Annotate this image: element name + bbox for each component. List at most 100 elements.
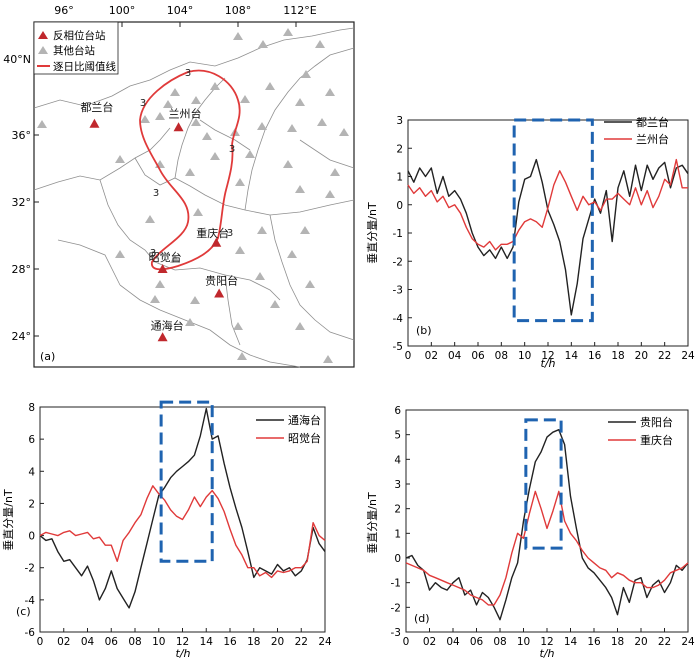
contour-label: 3 [140,98,146,109]
lon-tick-label: 112°E [283,4,316,17]
x-tick-label: 14 [200,636,214,648]
lon-tick-label: 108° [225,4,252,17]
y-tick-label: -3 [393,285,403,297]
y-tick-label: 0 [28,531,35,543]
y-axis-label: 垂直分量/nT [365,202,379,264]
station-marker-icon [157,332,168,342]
station-label: 通海台 [151,318,184,332]
lat-ticks: 40°N 36° 32° 28° 24° [3,53,39,343]
y-tick-label: 0 [396,200,403,212]
y-tick-label: -6 [25,627,36,639]
x-tick-label: 02 [57,636,70,648]
lat-tick-label: 32° [12,196,32,209]
chart-b: 0 02 04 06 08 10 12 14 16 18 20 22 243210-1-2-3-4-5 … [365,115,695,370]
map-frame [33,21,355,368]
panel-label: (c) [16,605,31,618]
legend-label: 兰州台 [636,132,669,146]
series-line-red [39,485,326,579]
lon-tick-label: 104° [167,4,194,17]
map-legend: 反相位台站 其他台站 逐日比阈值线 [33,21,119,75]
series-line-black [39,407,326,609]
lat-tick-label: 40°N [3,53,31,66]
x-tick-label: 24 [681,350,695,362]
station-label: 兰州台 [169,106,202,120]
legend: 贵阳台 重庆台 [608,415,673,447]
x-tick-label: 22 [658,350,671,362]
x-tick-label: 24 [681,636,695,648]
station-marker-icon [173,122,184,132]
legend: 通海台 昭觉台 [256,413,321,445]
x-axis-label: t/h [540,647,555,660]
station-marker-icon [157,264,168,273]
x-tick-label: 16 [587,636,601,648]
station-marker-icon [211,237,222,247]
legend-label: 通海台 [288,413,321,427]
y-tick-label: -2 [393,256,403,268]
x-axis-label: t/h [541,357,556,370]
x-tick-label: 22 [295,636,308,648]
y-tick-label: -4 [25,595,36,607]
series-line-black [405,429,689,621]
station-label: 重庆台 [196,226,229,240]
x-tick-label: 14 [564,636,578,648]
x-tick-label: 12 [540,636,553,648]
panel-label: (d) [414,612,430,625]
lon-tick-label: 96° [54,4,74,17]
x-tick-label: 20 [635,350,648,362]
province-boundaries [33,27,355,368]
y-tick-label: 3 [394,479,401,491]
y-tick-label: -3 [391,627,401,639]
x-axis-label: t/h [176,647,191,660]
other-station-markers [37,28,349,363]
legend-label: 都兰台 [636,115,669,129]
x-tick-label: 20 [634,636,647,648]
legend-label: 逐日比阈值线 [53,60,116,73]
x-tick-label: 18 [611,350,624,362]
y-tick-label: 1 [396,172,403,184]
threshold-contour [139,69,241,271]
x-tick-label: 14 [565,350,579,362]
station-label: 昭觉台 [149,250,182,264]
contour-labels: 3 3 3 3 3 3 [140,68,235,259]
y-axis-label: 垂直分量/nT [365,492,379,554]
y-tick-label: 1 [394,528,401,540]
station-label: 都兰台 [80,100,113,114]
x-tick-label: 06 [105,636,119,648]
x-tick-label: 02 [423,636,436,648]
legend-label: 反相位台站 [53,29,106,42]
station-label: 贵阳台 [205,274,238,288]
highlight-box [159,400,214,563]
x-tick-label: 06 [470,636,484,648]
x-tick-label: 10 [518,350,531,362]
lat-tick-label: 28° [12,263,32,276]
panel-label: (b) [416,324,432,337]
lon-ticks: 96° 100° 104° 108° 112°E [54,4,317,27]
x-tick-label: 18 [611,636,624,648]
legend-label: 其他台站 [53,44,95,57]
y-tick-label: -2 [25,563,35,575]
contour-label: 3 [185,68,191,79]
x-tick-label: 08 [493,636,506,648]
lat-tick-label: 36° [12,129,32,142]
y-tick-label: -5 [393,341,403,353]
y-tick-label: 6 [394,405,401,417]
legend-label: 重庆台 [640,433,673,447]
x-tick-label: 16 [588,350,602,362]
y-tick-label: 2 [28,498,35,510]
contour-label: 3 [150,248,156,259]
y-tick-label: 2 [394,504,401,516]
y-tick-label: 8 [28,402,35,414]
contour-label: 3 [153,188,159,199]
station-marker-icon [89,118,100,128]
y-tick-label: -2 [391,602,401,614]
y-tick-label: 0 [394,553,401,565]
y-tick-label: -1 [393,228,403,240]
contour-label: 3 [227,228,233,239]
y-tick-label: 3 [396,115,403,127]
x-tick-label: 04 [446,636,460,648]
x-tick-label: 04 [81,636,95,648]
y-tick-label: -4 [393,313,404,325]
